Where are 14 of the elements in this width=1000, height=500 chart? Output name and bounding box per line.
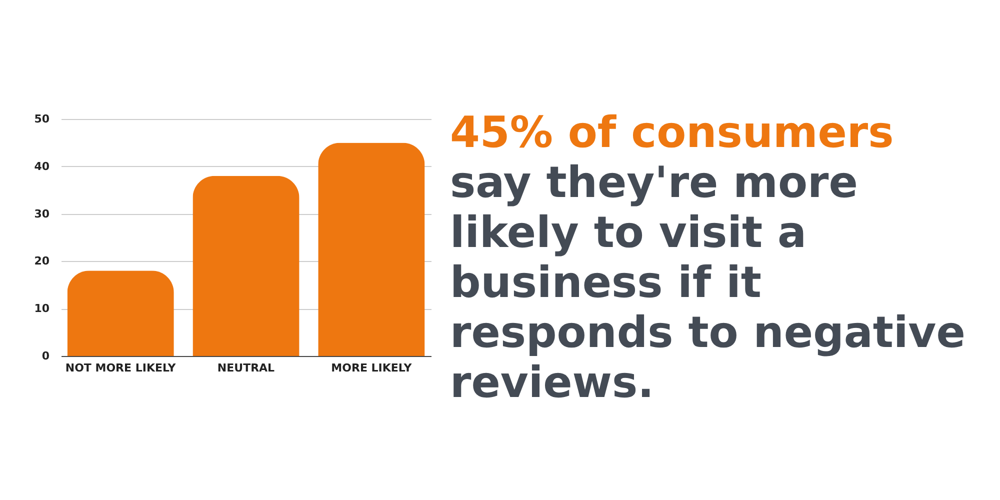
y-tick-label: 40 xyxy=(34,160,50,173)
y-tick-label: 10 xyxy=(34,302,50,316)
y-tick-label: 50 xyxy=(34,112,50,126)
y-tick-label: 0 xyxy=(42,350,50,362)
text: 45% of consumers xyxy=(450,108,894,158)
text: say they're more likely to visit a business if it responds to negative reviews. xyxy=(450,158,966,408)
bar xyxy=(192,176,300,356)
bar xyxy=(67,270,174,356)
x-tick-label: MORE LIKELY xyxy=(331,362,413,374)
y-tick-label: 20 xyxy=(34,254,50,268)
bar xyxy=(318,142,425,356)
x-tick-label: NOT MORE LIKELY xyxy=(65,362,177,374)
x-tick-label: NEUTRAL xyxy=(217,362,275,374)
y-tick-label: 30 xyxy=(34,207,50,220)
